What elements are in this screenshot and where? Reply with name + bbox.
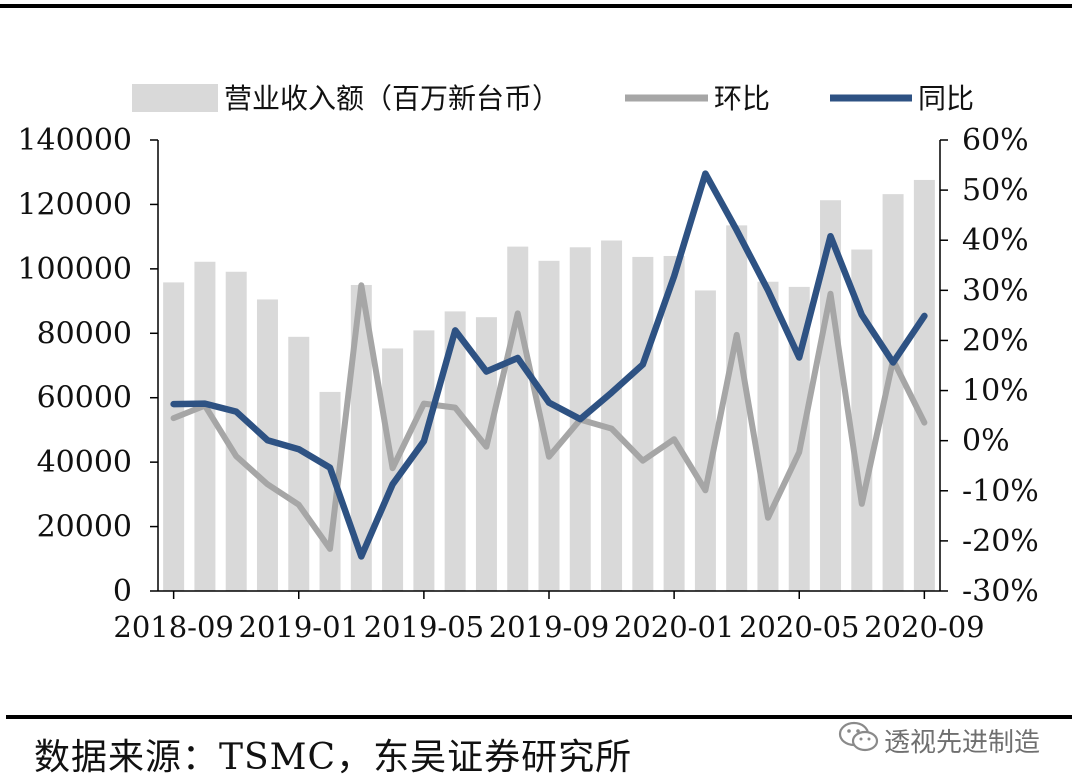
- legend-label-revenue: 营业收入额（百万新台币）: [224, 82, 560, 115]
- revenue-bar: [256, 299, 278, 591]
- right-tick-label: 20%: [962, 323, 1029, 358]
- revenue-bar: [726, 225, 748, 591]
- x-tick-label: 2019-09: [489, 610, 610, 644]
- x-tick-label: 2019-01: [239, 610, 360, 644]
- left-tick-label: 100000: [17, 252, 132, 287]
- revenue-bar: [507, 246, 529, 592]
- revenue-bar: [225, 271, 247, 591]
- revenue-bar: [601, 240, 623, 591]
- right-tick-label: 60%: [962, 123, 1029, 158]
- x-tick-label: 2018-09: [113, 610, 234, 644]
- watermark-text: 透视先进制造: [884, 728, 1041, 758]
- legend-swatch-revenue: [132, 84, 218, 112]
- yoy-line: [170, 170, 928, 560]
- x-tick-label: 2020-09: [864, 610, 985, 644]
- revenue-bar: [820, 200, 842, 591]
- right-tick-label: 30%: [962, 273, 1029, 308]
- revenue-bar: [851, 249, 873, 591]
- legend-label-yoy: 同比: [918, 82, 974, 115]
- revenue-chart: 0 20000 40000 60000 80000 100000 120000 140000 -…: [17, 82, 1039, 644]
- left-tick-label: 140000: [17, 123, 132, 158]
- left-tick-label: 120000: [17, 187, 132, 222]
- revenue-bar: [632, 256, 654, 591]
- revenue-bar: [913, 179, 935, 591]
- x-tick-label: 2019-05: [364, 610, 485, 644]
- left-tick-label: 60000: [37, 381, 132, 416]
- bottom-rule: [6, 715, 1072, 719]
- revenue-bar: [882, 194, 904, 591]
- right-tick-label: 50%: [962, 173, 1029, 208]
- left-tick-label: 40000: [37, 445, 132, 480]
- wechat-icon: [838, 721, 879, 752]
- right-tick-label: 0%: [962, 424, 1010, 459]
- revenue-bar: [194, 261, 216, 591]
- left-tick-label: 0: [113, 574, 132, 609]
- right-tick-label: -10%: [962, 474, 1039, 509]
- legend-label-mom: 环比: [714, 82, 770, 115]
- source-note: 数据来源：TSMC，东吴证券研究所: [34, 737, 633, 778]
- right-tick-label: 10%: [962, 374, 1029, 409]
- top-rule: [0, 4, 1072, 8]
- mom-line: [170, 282, 928, 552]
- revenue-bar: [288, 336, 310, 591]
- left-tick-label: 20000: [37, 510, 132, 545]
- revenue-bar: [757, 281, 779, 591]
- revenue-bar: [350, 284, 372, 591]
- right-tick-label: -20%: [962, 524, 1039, 559]
- revenue-bar: [163, 282, 185, 591]
- left-tick-label: 80000: [37, 316, 132, 351]
- revenue-bar: [694, 290, 716, 591]
- x-tick-label: 2020-01: [614, 610, 735, 644]
- revenue-bar: [538, 260, 560, 591]
- revenue-bar: [475, 317, 497, 591]
- x-tick-label: 2020-05: [739, 610, 860, 644]
- revenue-bar: [413, 330, 435, 591]
- revenue-bar: [444, 311, 466, 591]
- right-tick-label: 40%: [962, 223, 1029, 258]
- right-tick-label: -30%: [962, 574, 1039, 609]
- watermark: 透视先进制造: [838, 720, 1058, 758]
- revenue-bar: [663, 255, 685, 591]
